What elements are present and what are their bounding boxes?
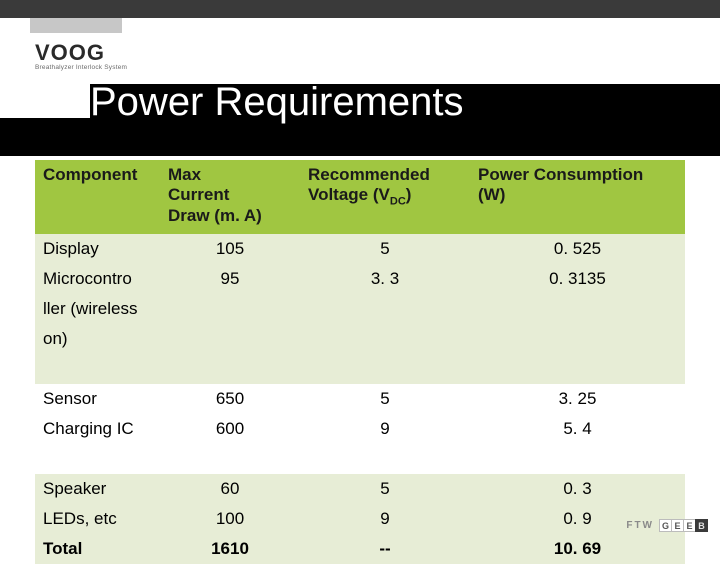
cell-power [470,324,685,354]
power-table: Component Max Current Draw (m. A) Recomm… [35,160,685,564]
cell-voltage: -- [300,534,470,564]
geeb-b: B [695,519,708,532]
col-current-l3: Draw (m. A) [168,206,262,225]
cell-current [160,324,300,354]
cell-component: ller (wireless [35,294,160,324]
cell-voltage [300,324,470,354]
cell-component: Speaker [35,474,160,504]
cell-current: 650 [160,384,300,414]
brand-tagline: Breathalyzer Interlock System [35,64,127,71]
col-voltage-l2a: Voltage (V [308,185,390,204]
col-component-label: Component [43,165,137,184]
table-row: LEDs, etc10090. 9 [35,504,685,534]
cell-component [35,444,160,474]
footer-geeb: G E E B [660,519,708,532]
col-voltage-l1: Recommended [308,165,430,184]
col-power-l1: Power Consumption [478,165,643,184]
cell-voltage: 9 [300,414,470,444]
title-band: Power Requirements [0,84,720,156]
cell-power [470,354,685,384]
table-row: Sensor65053. 25 [35,384,685,414]
table-row: Charging IC60095. 4 [35,414,685,444]
cell-voltage: 9 [300,504,470,534]
col-voltage-l2b: ) [406,185,412,204]
title-cutout [0,84,90,118]
cell-current: 600 [160,414,300,444]
col-current-l2: Current [168,185,229,204]
col-voltage: Recommended Voltage (VDC) [300,160,470,234]
table-row: ller (wireless [35,294,685,324]
cell-current [160,444,300,474]
cell-power: 10. 69 [470,534,685,564]
cell-current: 100 [160,504,300,534]
cell-power: 0. 525 [470,234,685,264]
cell-current: 95 [160,264,300,294]
accent-block [30,18,122,33]
cell-current [160,354,300,384]
cell-voltage: 5 [300,234,470,264]
page-title: Power Requirements [90,80,464,125]
table-row [35,354,685,384]
brand-name: VOOG [35,40,127,66]
col-power: Power Consumption (W) [470,160,685,234]
brand-logo: VOOG Breathalyzer Interlock System [35,40,127,71]
cell-voltage [300,444,470,474]
cell-power: 5. 4 [470,414,685,444]
col-power-l2: (W) [478,185,505,204]
cell-component [35,354,160,384]
table-row: on) [35,324,685,354]
cell-component: Charging IC [35,414,160,444]
table-row [35,444,685,474]
col-current: Max Current Draw (m. A) [160,160,300,234]
cell-current: 1610 [160,534,300,564]
cell-component: Total [35,534,160,564]
table-row: Speaker6050. 3 [35,474,685,504]
table-header-row: Component Max Current Draw (m. A) Recomm… [35,160,685,234]
cell-power [470,444,685,474]
footer-logo: FTW G E E B [626,519,708,532]
table-row: Microcontro953. 30. 3135 [35,264,685,294]
cell-power: 0. 3 [470,474,685,504]
cell-current [160,294,300,324]
top-bar [0,0,720,18]
cell-voltage: 3. 3 [300,264,470,294]
table-row: Total1610--10. 69 [35,534,685,564]
cell-voltage: 5 [300,384,470,414]
col-voltage-sub: DC [390,196,406,208]
cell-component: Display [35,234,160,264]
col-current-l1: Max [168,165,201,184]
cell-component: LEDs, etc [35,504,160,534]
cell-voltage: 5 [300,474,470,504]
cell-component: Microcontro [35,264,160,294]
cell-power: 0. 3135 [470,264,685,294]
cell-current: 105 [160,234,300,264]
cell-power: 3. 25 [470,384,685,414]
cell-component: Sensor [35,384,160,414]
cell-voltage [300,294,470,324]
table-body: Display10550. 525Microcontro953. 30. 313… [35,234,685,564]
cell-voltage [300,354,470,384]
footer-ftw: FTW [626,520,654,531]
table-row: Display10550. 525 [35,234,685,264]
cell-component: on) [35,324,160,354]
col-component: Component [35,160,160,234]
cell-current: 60 [160,474,300,504]
cell-power [470,294,685,324]
